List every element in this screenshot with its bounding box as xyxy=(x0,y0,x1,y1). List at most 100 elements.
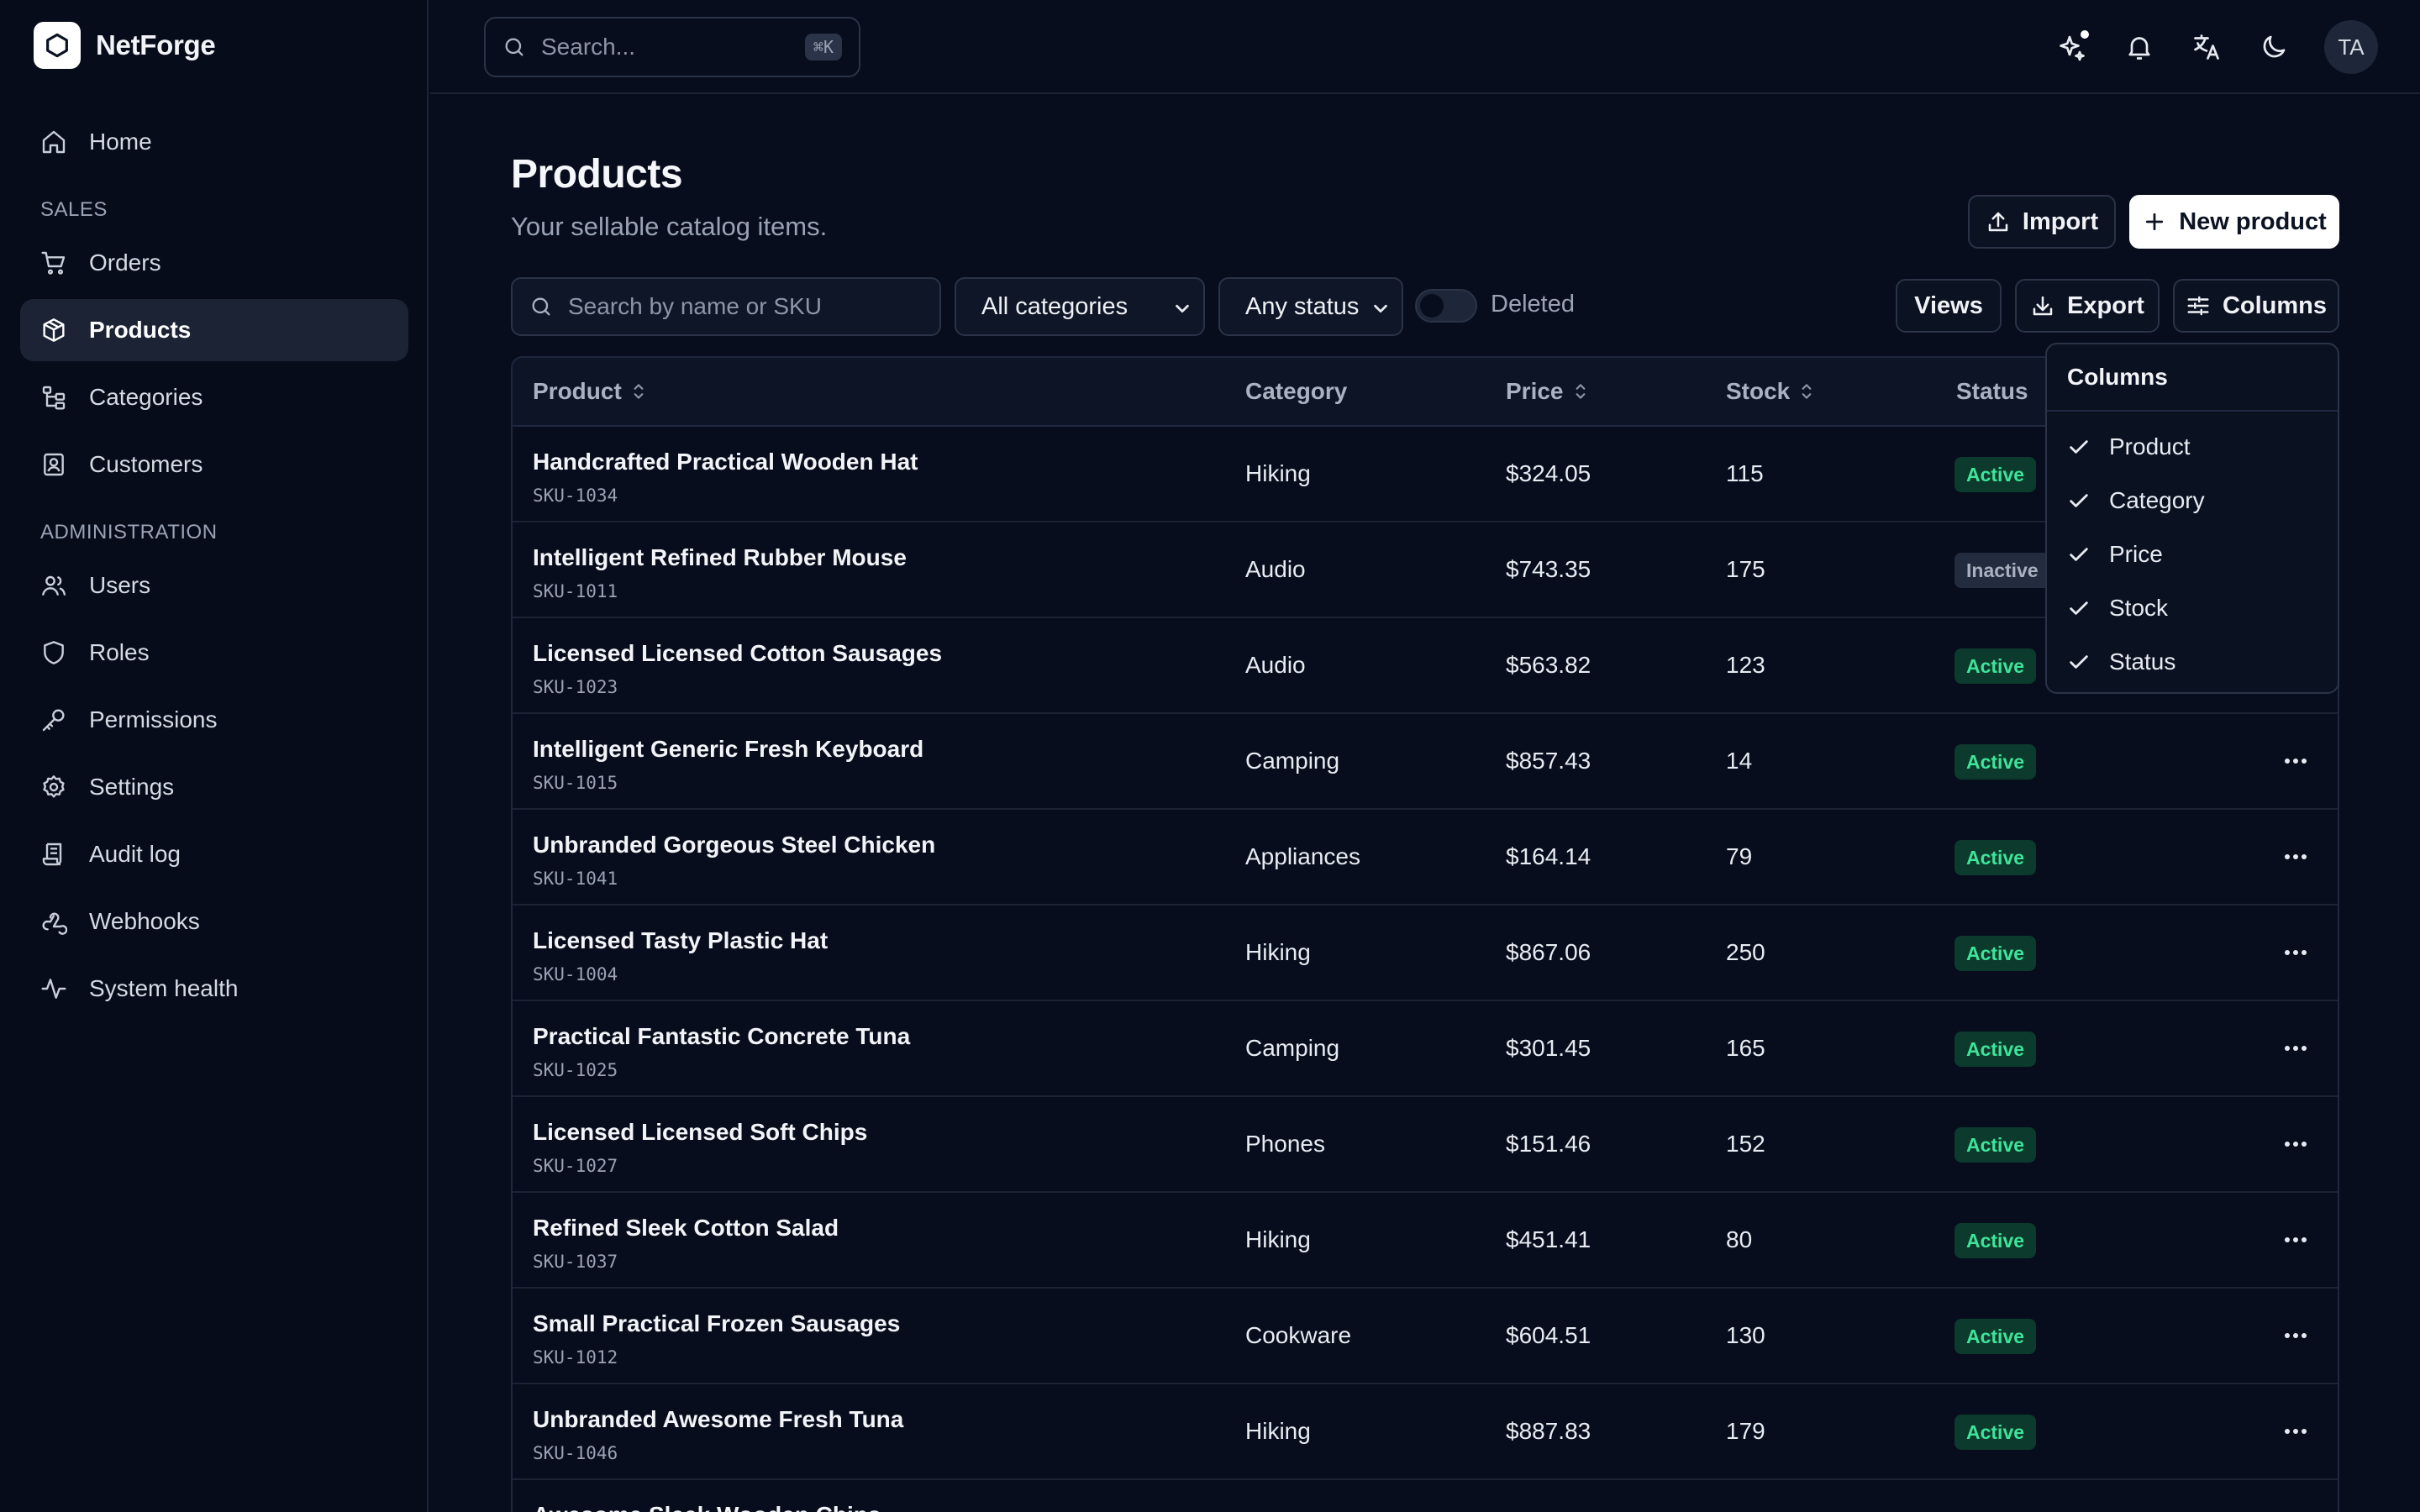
product-category: Hiking xyxy=(1245,1226,1311,1252)
more-horizontal-icon xyxy=(2285,759,2307,764)
sidebar-item-label: Home xyxy=(89,129,152,155)
table-row[interactable]: Licensed Licensed Soft Chips SKU-1027 Phon… xyxy=(513,1097,2338,1193)
product-category: Phones xyxy=(1245,1131,1325,1157)
row-actions-button[interactable] xyxy=(2277,1415,2314,1448)
columns-button[interactable]: Columns xyxy=(2173,279,2339,333)
sparkles-button[interactable] xyxy=(2055,29,2091,64)
product-search-input[interactable]: Search by name or SKU xyxy=(511,277,941,336)
table-row[interactable]: Intelligent Refined Rubber Mouse SKU-1011… xyxy=(513,522,2338,618)
status-select[interactable]: Any status xyxy=(1218,277,1403,336)
bell-icon xyxy=(2128,37,2150,60)
columns-menu-item[interactable]: Price xyxy=(2047,528,2338,581)
columns-menu-item[interactable]: Category xyxy=(2047,474,2338,528)
table-row[interactable]: Unbranded Gorgeous Steel Chicken SKU-1041… xyxy=(513,810,2338,906)
status-badge: Active xyxy=(1954,457,2037,492)
columns-menu-items: Product Category Price Stock Status xyxy=(2047,412,2338,689)
product-sku: SKU-1012 xyxy=(533,1347,618,1368)
table-row[interactable]: Practical Fantastic Concrete Tuna SKU-102… xyxy=(513,1001,2338,1097)
row-actions-button[interactable] xyxy=(2277,1032,2314,1065)
sidebar-item-audit-log[interactable]: Audit log xyxy=(20,823,408,885)
sidebar-item-webhooks[interactable]: Webhooks xyxy=(20,890,408,953)
category-select[interactable]: All categories xyxy=(955,277,1205,336)
product-name: Unbranded Awesome Fresh Tuna xyxy=(533,1406,904,1432)
column-header-label: Product xyxy=(533,378,622,404)
theme-toggle-button[interactable] xyxy=(2257,30,2291,64)
notifications-button[interactable] xyxy=(2123,30,2156,64)
status-badge: Active xyxy=(1954,648,2037,684)
product-category: Camping xyxy=(1245,748,1340,774)
sidebar-item-label: Categories xyxy=(89,384,203,410)
row-actions-button[interactable] xyxy=(2277,1319,2314,1352)
row-actions-button[interactable] xyxy=(2277,744,2314,778)
product-price: $451.41 xyxy=(1506,1226,1591,1252)
table-row[interactable]: Intelligent Generic Fresh Keyboard SKU-10… xyxy=(513,714,2338,810)
page-subtitle: Your sellable catalog items. xyxy=(511,212,828,241)
box-icon xyxy=(43,318,65,342)
columns-menu-item[interactable]: Product xyxy=(2047,420,2338,474)
product-stock: 152 xyxy=(1726,1131,1765,1157)
activity-icon xyxy=(41,979,66,999)
more-horizontal-icon xyxy=(2285,1046,2307,1051)
sort-icon xyxy=(1802,384,1812,399)
product-stock: 130 xyxy=(1726,1322,1765,1348)
sidebar-item-home[interactable]: Home xyxy=(20,111,408,173)
users-icon xyxy=(42,575,66,596)
new-product-button[interactable]: New product xyxy=(2129,195,2339,249)
table-row[interactable]: Refined Sleek Cotton Salad SKU-1037 Hiking… xyxy=(513,1193,2338,1289)
topbar: Search... ⌘K TA xyxy=(430,0,2420,94)
sidebar-item-categories[interactable]: Categories xyxy=(20,366,408,428)
sidebar-item-customers[interactable]: Customers xyxy=(20,433,408,496)
category-select-value: All categories xyxy=(981,292,1128,320)
table-row[interactable]: Licensed Tasty Plastic Hat SKU-1004 Hiking… xyxy=(513,906,2338,1001)
brand[interactable]: NetForge xyxy=(34,22,216,69)
row-actions-button[interactable] xyxy=(2277,1127,2314,1161)
views-button[interactable]: Views xyxy=(1896,279,2002,333)
product-category: Hiking xyxy=(1245,460,1311,486)
table-row[interactable]: Handcrafted Practical Wooden Hat SKU-1034… xyxy=(513,427,2338,522)
columns-menu-item-label: Product xyxy=(2109,433,2191,459)
table-row[interactable]: Awesome Sleek Wooden Chips xyxy=(513,1480,2338,1512)
row-actions-button[interactable] xyxy=(2277,936,2314,969)
product-sku: SKU-1037 xyxy=(533,1252,618,1272)
sidebar-item-label: Permissions xyxy=(89,706,218,732)
global-search-input[interactable]: Search... ⌘K xyxy=(484,17,860,77)
product-stock: 179 xyxy=(1726,1418,1765,1444)
product-sku: SKU-1015 xyxy=(533,773,618,793)
table-row[interactable]: Small Practical Frozen Sausages SKU-1012 C… xyxy=(513,1289,2338,1384)
chevron-down-icon xyxy=(1176,304,1189,313)
download-icon xyxy=(2033,296,2053,316)
column-header-category: Category xyxy=(1245,378,1347,405)
row-actions-button[interactable] xyxy=(2277,840,2314,874)
columns-menu-item[interactable]: Stock xyxy=(2047,581,2338,635)
columns-menu-item-label: Status xyxy=(2109,648,2176,675)
column-header-stock[interactable]: Stock xyxy=(1726,378,1815,405)
table-row[interactable]: Unbranded Awesome Fresh Tuna SKU-1046 Hiki… xyxy=(513,1384,2338,1480)
sidebar-item-orders[interactable]: Orders xyxy=(20,232,408,294)
sidebar-item-users[interactable]: Users xyxy=(20,554,408,617)
products-table: Product Category Price Stock Status Hand… xyxy=(511,356,2339,1512)
avatar[interactable]: TA xyxy=(2324,20,2378,74)
sidebar-item-roles[interactable]: Roles xyxy=(20,622,408,684)
columns-menu: Columns Product Category Price Stock Status xyxy=(2045,343,2339,694)
more-horizontal-icon xyxy=(2285,854,2307,859)
language-button[interactable] xyxy=(2190,30,2223,64)
product-sku: SKU-1034 xyxy=(533,486,618,506)
sidebar-item-products[interactable]: Products xyxy=(20,299,408,361)
sidebar-item-settings[interactable]: Settings xyxy=(20,756,408,818)
export-button[interactable]: Export xyxy=(2015,279,2160,333)
status-badge: Active xyxy=(1954,1223,2037,1258)
import-button[interactable]: Import xyxy=(1968,195,2116,249)
table-row[interactable]: Licensed Licensed Cotton Sausages SKU-102… xyxy=(513,618,2338,714)
product-name: Handcrafted Practical Wooden Hat xyxy=(533,449,918,475)
columns-menu-item[interactable]: Status xyxy=(2047,635,2338,689)
cart-icon xyxy=(41,251,66,275)
sidebar-item-permissions[interactable]: Permissions xyxy=(20,689,408,751)
deleted-toggle[interactable] xyxy=(1415,289,1477,323)
columns-button-label: Columns xyxy=(2222,291,2328,319)
column-header-product[interactable]: Product xyxy=(533,378,647,405)
column-header-price[interactable]: Price xyxy=(1506,378,1589,405)
sidebar-section-sales: SALES xyxy=(40,198,108,221)
row-actions-button[interactable] xyxy=(2277,1223,2314,1257)
tree-icon xyxy=(42,386,66,410)
sidebar-item-system-health[interactable]: System health xyxy=(20,958,408,1020)
